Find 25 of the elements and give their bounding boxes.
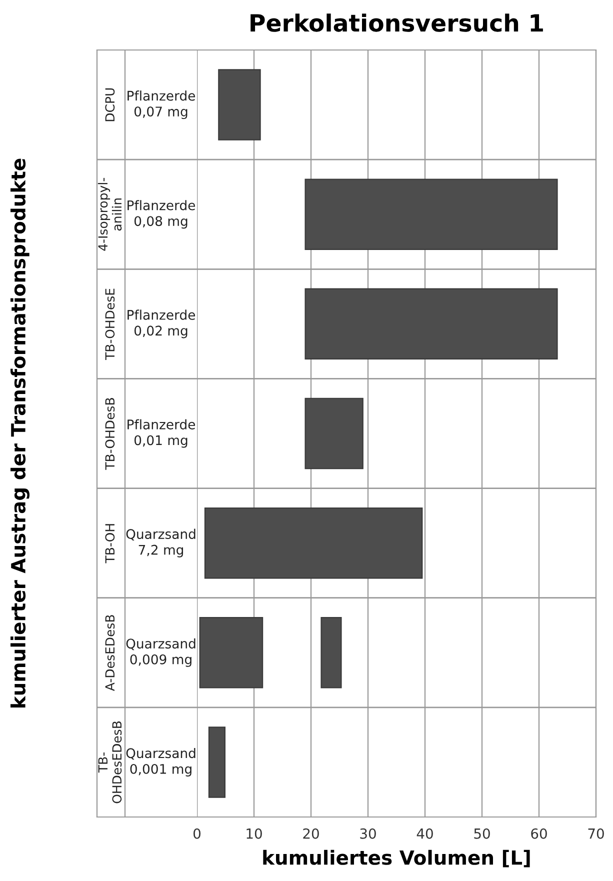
y-tick-label: TB- OHDesEDesB <box>98 721 122 804</box>
x-tick-label: 30 <box>360 828 376 839</box>
x-tick-label: 70 <box>588 828 604 839</box>
y-tick-label: TB-OHDesE <box>105 288 115 360</box>
x-tick-label: 40 <box>416 828 433 839</box>
y-tick-label: A-DesEDesB <box>105 615 115 691</box>
text: Quarzsand 0,001 mg <box>126 748 196 776</box>
text: Pflanzerde 0,08 mg <box>128 200 196 229</box>
y-tick-label: TB-OH <box>105 524 115 564</box>
x-axis-title: kumuliertes Volumen [L] <box>263 850 530 868</box>
x-tick-label: 50 <box>474 828 490 839</box>
chart-title: Perkolationsversuch 1 <box>250 14 543 32</box>
y-axis-title: kumulierter Austrag der Transformationsprodukte <box>10 158 30 708</box>
y-tick-label: TB-OHDesB <box>105 398 115 470</box>
x-tick-label: 0 <box>193 828 200 839</box>
x-tick-label: 10 <box>246 828 262 839</box>
text: Pflanzerde 0,07 mg <box>128 90 196 120</box>
text: Pflanzerde 0,02 mg <box>128 310 196 338</box>
text: Pflanzerde 0,01 mg <box>128 419 196 448</box>
text: Quarzsand 7,2 mg <box>126 528 196 558</box>
x-tick-label: 20 <box>303 828 319 839</box>
text: Quarzsand 0,009 mg <box>126 638 196 667</box>
x-tick-label: 60 <box>531 828 547 839</box>
y-tick-label: DCPU <box>105 88 115 122</box>
y-tick-label: 4-Isopropyl- anilin <box>98 178 122 251</box>
